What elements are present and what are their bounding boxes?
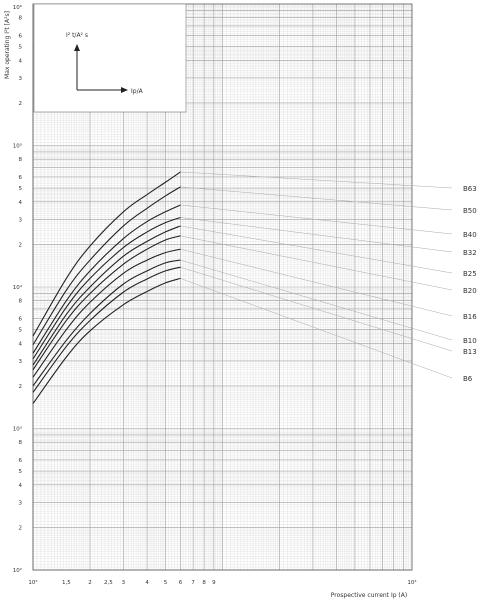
y-tick-labels: 10² 10³ 10⁴ 10⁵ 10⁶ 2 3 4 5 6 8 2 3 4 5 6 8 2 3 4 5 6 8 2 3 4 5 6 8 [13, 4, 23, 574]
y-tick-label-minor: 6 [19, 33, 23, 39]
series-line-b50 [32, 186, 181, 346]
inset-y-label: I² t/A² s [66, 32, 88, 39]
legend-label-b63: B63 [463, 185, 477, 193]
series-line-b10 [32, 259, 181, 387]
x-tick-label: 7 [191, 580, 195, 586]
y-tick-label-major: 10² [13, 567, 22, 574]
y-tick-label-minor: 3 [19, 76, 23, 82]
y-tick-label-minor: 5 [19, 186, 23, 192]
leader-line-b63 [180, 171, 453, 189]
leader-line-b50 [180, 186, 453, 211]
leader-line-b20 [180, 235, 453, 291]
legend-label-b6: B6 [463, 375, 473, 383]
x-tick-label: 8 [202, 580, 206, 586]
inset-background [33, 3, 187, 113]
legend-label-b10: B10 [463, 337, 477, 345]
x-tick-label: 10⁴ [407, 579, 417, 586]
x-tick-label: 2,5 [104, 580, 113, 586]
y-tick-label-minor: 5 [19, 45, 23, 51]
series-line-b25 [32, 225, 181, 366]
y-tick-label-minor: 8 [19, 157, 23, 163]
y-axis-label: Max operating I²t [A²s] [4, 11, 11, 79]
legend-label-b20: B20 [463, 287, 477, 295]
y-tick-label-minor: 2 [19, 384, 23, 390]
leader-line-b6 [180, 278, 453, 379]
y-tick-label-minor: 5 [19, 328, 23, 334]
x-tick-label: 3 [122, 580, 126, 586]
y-tick-label-minor: 6 [19, 316, 23, 322]
legend-label-b25: B25 [463, 270, 477, 278]
y-tick-label-major: 10³ [13, 426, 22, 433]
series-line-b32 [32, 216, 181, 360]
x-tick-label: 6 [179, 580, 183, 586]
y-tick-label-minor: 5 [19, 469, 23, 475]
legend-label-b16: B16 [463, 313, 477, 321]
series-line-b13 [32, 266, 181, 393]
y-tick-label-minor: 4 [19, 341, 23, 347]
y-tick-label-minor: 3 [19, 500, 23, 506]
inset-x-arrowhead [121, 87, 128, 93]
series-line-b20 [32, 235, 181, 371]
x-tick-label: 2 [88, 580, 92, 586]
y-tick-label-minor: 8 [19, 16, 23, 22]
legend-leader-lines [180, 171, 453, 379]
inset-x-label: Ip/A [131, 88, 144, 95]
series-lines [32, 171, 181, 404]
y-tick-label-major: 10⁴ [13, 284, 23, 291]
x-tick-label: 1,5 [62, 580, 71, 586]
legend-label-b40: B40 [463, 231, 477, 239]
x-axis-label: Prospective current Ip (A) [331, 592, 407, 599]
legend-label-b13: B13 [463, 348, 477, 356]
legend-labels: B63 B50 B40 B32 B25 B20 B16 B10 B13 B6 [463, 185, 477, 383]
series-line-b40 [32, 204, 181, 354]
y-tick-label-minor: 2 [19, 101, 23, 107]
y-tick-label-major: 10⁶ [13, 4, 23, 11]
leader-line-b40 [180, 204, 453, 235]
y-tick-label-minor: 2 [19, 525, 23, 531]
leader-line-b32 [180, 217, 453, 253]
y-tick-label-minor: 4 [19, 58, 23, 64]
x-tick-label: 9 [212, 580, 216, 586]
leader-line-b25 [180, 225, 453, 274]
plot-frame [32, 3, 413, 571]
inset-legend-box: I² t/A² s Ip/A [33, 3, 187, 113]
series-line-b63 [32, 171, 181, 337]
major-grid [32, 4, 412, 571]
x-tick-label: 5 [164, 580, 168, 586]
x-tick-labels: 10² 1,5 2 2,5 3 4 5 6 7 8 9 10⁴ [28, 579, 417, 586]
x-tick-label: 4 [145, 580, 149, 586]
y-tick-label-minor: 4 [19, 200, 23, 206]
y-tick-label-minor: 6 [19, 175, 23, 181]
legend-label-b50: B50 [463, 207, 477, 215]
series-line-b16 [32, 248, 181, 378]
y-tick-label-minor: 2 [19, 242, 23, 248]
x-tick-label: 10² [28, 579, 37, 586]
leader-line-b16 [180, 248, 453, 317]
leader-line-b10 [180, 259, 453, 341]
y-tick-label-minor: 8 [19, 299, 23, 305]
y-tick-label-minor: 8 [19, 440, 23, 446]
y-tick-label-minor: 3 [19, 217, 23, 223]
legend-label-b32: B32 [463, 249, 477, 257]
y-tick-label-minor: 3 [19, 359, 23, 365]
y-tick-label-minor: 6 [19, 458, 23, 464]
y-tick-label-major: 10⁵ [13, 143, 22, 150]
series-line-b6 [32, 277, 181, 404]
leader-line-b13 [180, 266, 453, 352]
y-tick-label-minor: 4 [19, 483, 23, 489]
inset-y-arrowhead [74, 44, 80, 51]
